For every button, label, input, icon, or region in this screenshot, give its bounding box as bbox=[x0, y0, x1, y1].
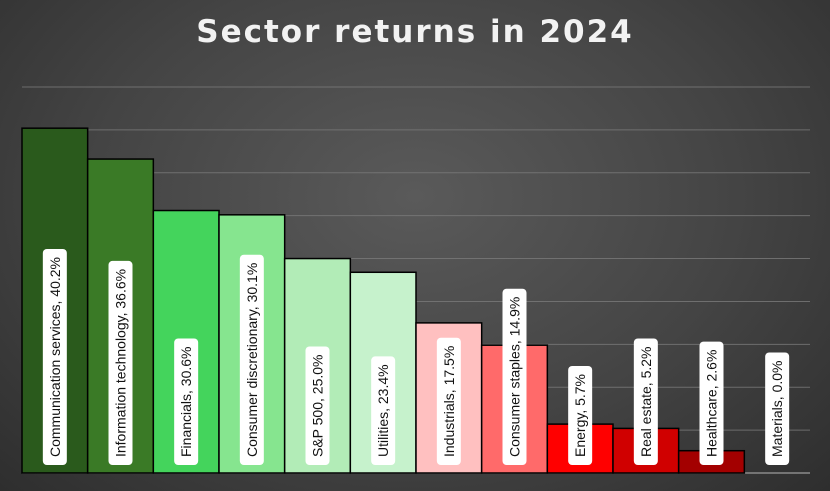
svg-text:Industrials, 17.5%: Industrials, 17.5% bbox=[441, 346, 457, 457]
data-label-11: Materials, 0.0% bbox=[765, 352, 790, 465]
data-labels: Communication services, 40.2% Information… bbox=[42, 249, 790, 465]
svg-text:Communication services, 40.2%: Communication services, 40.2% bbox=[47, 257, 63, 457]
data-label-8: Energy, 5.7% bbox=[568, 365, 593, 465]
data-label-5: Utilities, 23.4% bbox=[371, 356, 396, 465]
data-label-10: Healthcare, 2.6% bbox=[699, 341, 724, 465]
data-label-0: Communication services, 40.2% bbox=[42, 249, 67, 465]
svg-text:Real estate, 5.2%: Real estate, 5.2% bbox=[638, 346, 654, 457]
svg-text:Utilities, 23.4%: Utilities, 23.4% bbox=[375, 364, 391, 457]
data-label-9: Real estate, 5.2% bbox=[633, 338, 658, 465]
svg-text:S&P 500, 25.0%: S&P 500, 25.0% bbox=[310, 355, 326, 457]
data-label-3: Consumer discretionary, 30.1% bbox=[239, 254, 264, 465]
data-label-4: S&P 500, 25.0% bbox=[305, 346, 330, 465]
data-label-2: Financials, 30.6% bbox=[174, 338, 199, 465]
svg-text:Information technology, 36.6%: Information technology, 36.6% bbox=[113, 269, 129, 457]
svg-text:Consumer staples, 14.9%: Consumer staples, 14.9% bbox=[507, 297, 523, 457]
data-label-7: Consumer staples, 14.9% bbox=[502, 288, 527, 465]
svg-text:Financials, 30.6%: Financials, 30.6% bbox=[178, 346, 194, 457]
svg-text:Materials, 0.0%: Materials, 0.0% bbox=[769, 361, 785, 457]
svg-text:Consumer discretionary, 30.1%: Consumer discretionary, 30.1% bbox=[244, 263, 260, 457]
data-label-6: Industrials, 17.5% bbox=[436, 337, 461, 465]
svg-text:Healthcare, 2.6%: Healthcare, 2.6% bbox=[704, 350, 720, 457]
svg-text:Energy, 5.7%: Energy, 5.7% bbox=[572, 374, 588, 457]
chart-title: Sector returns in 2024 bbox=[196, 14, 634, 50]
data-label-1: Information technology, 36.6% bbox=[108, 260, 133, 465]
